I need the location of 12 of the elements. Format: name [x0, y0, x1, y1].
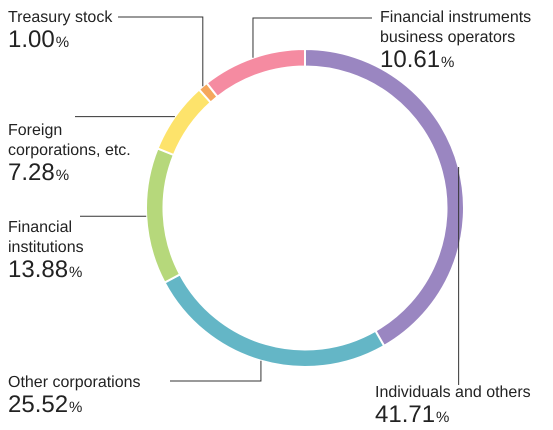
slice-label: Financial instruments business operators: [380, 9, 532, 46]
slice-label: Other corporations: [8, 374, 141, 391]
slice-label: Individuals and others: [375, 384, 531, 401]
data-label: 10.61%: [380, 46, 454, 73]
slice-label: Treasury stock: [8, 9, 114, 26]
slice-label: Foreign corporations, etc.: [8, 122, 131, 159]
data-label: 41.71%: [375, 401, 450, 428]
data-label: 1.00%: [8, 26, 70, 53]
data-label: 25.52%: [8, 391, 82, 418]
slice-label: Financial institutions: [8, 219, 84, 256]
data-label: 7.28%: [8, 159, 70, 186]
data-label: 13.88%: [8, 256, 82, 283]
